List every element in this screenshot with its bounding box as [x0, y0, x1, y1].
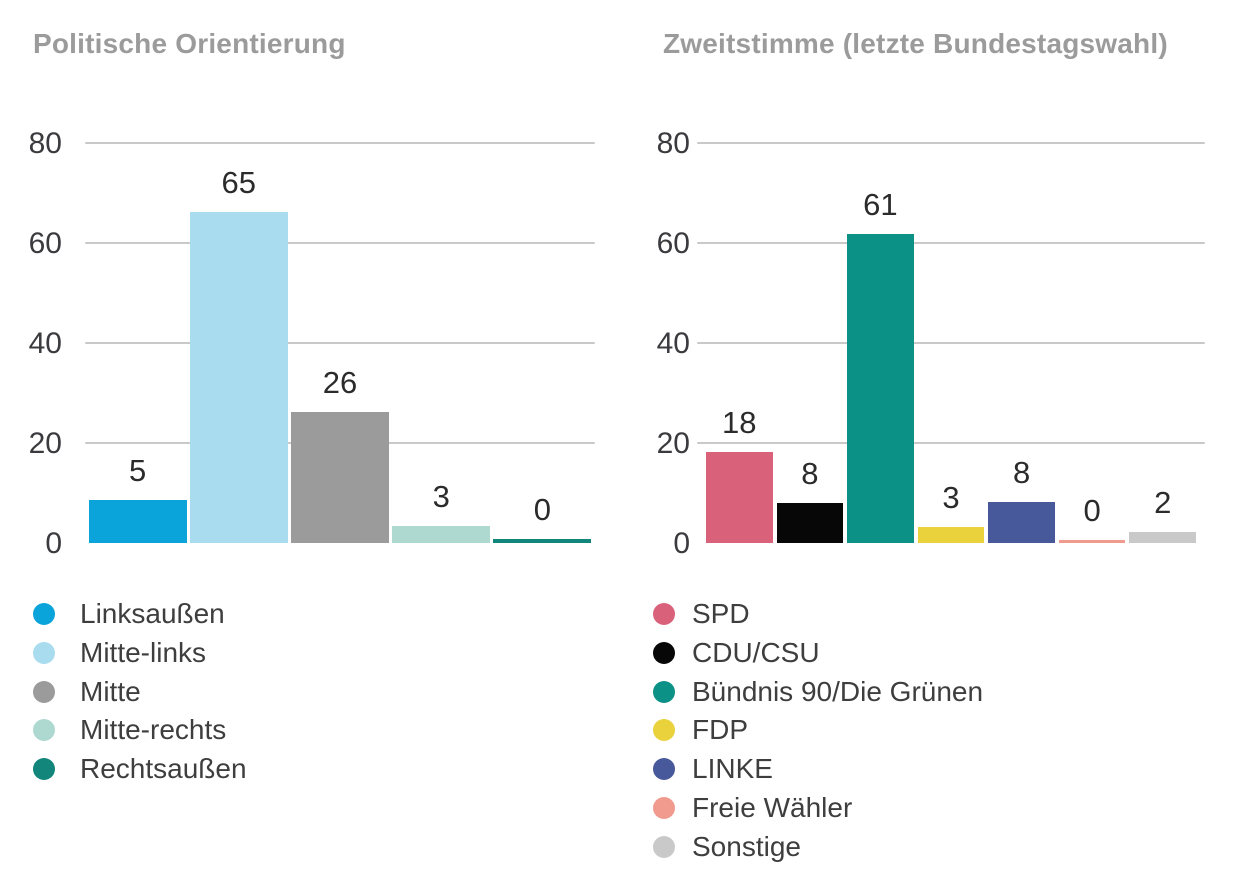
- bar-linke: [988, 501, 1055, 543]
- bar-value-label: 3: [432, 479, 450, 514]
- legend-dot-icon: [33, 758, 55, 781]
- gridline: [85, 142, 595, 144]
- legend-item-label: Bündnis 90/Die Grünen: [692, 675, 984, 707]
- bar-value-label: 0: [1083, 492, 1101, 528]
- legend-dot-icon: [653, 641, 675, 664]
- legend-dot-icon: [653, 758, 675, 781]
- bar-cdu-csu: [776, 502, 844, 543]
- y-axis-tick-label: 40: [28, 327, 62, 360]
- y-axis-tick-label: 40: [656, 327, 690, 360]
- gridline: [697, 442, 1205, 444]
- legend-item-label: Mitte-rechts: [80, 714, 227, 746]
- page-title: Politische Orientierung: [33, 28, 346, 59]
- bar-mitte: [290, 412, 390, 543]
- gridline: [85, 242, 595, 244]
- legend-item-label: Linksaußen: [80, 598, 225, 629]
- bar-value-label: 26: [322, 365, 358, 400]
- legend-dot-icon: [653, 680, 675, 703]
- legend-dot-icon: [653, 603, 675, 625]
- gridline: [85, 342, 595, 344]
- y-axis-tick-label: 80: [28, 127, 62, 160]
- bar-mitte-links: [189, 212, 288, 543]
- bar-value-label: 8: [1012, 454, 1031, 490]
- bar-mitte-rechts: [392, 526, 491, 543]
- bar-linksaussen: [88, 499, 187, 543]
- legend-dot-icon: [653, 719, 675, 742]
- bar-freie-wahler: [1058, 539, 1126, 543]
- bar-sonstige: [1129, 531, 1196, 543]
- bar-value-label: 5: [128, 452, 147, 488]
- bar-rechtsaussen: [493, 539, 592, 543]
- bar-spd: [706, 451, 773, 543]
- bar-bundnis-90-die-grunen: [847, 233, 914, 543]
- bar-value-label: 0: [533, 492, 552, 527]
- legend-item-label: Freie Wähler: [692, 792, 853, 823]
- bar-fdp: [917, 526, 985, 543]
- legend-dot-icon: [33, 641, 55, 664]
- y-axis-tick-label: 20: [28, 427, 62, 460]
- page-title: Zweitstimme (letzte Bundestagswahl): [663, 28, 1168, 59]
- gridline: [697, 242, 1205, 244]
- legend-item-label: Rechtsaußen: [80, 753, 247, 785]
- legend-dot-icon: [33, 719, 55, 742]
- legend-dot-icon: [33, 680, 55, 703]
- legend-dot-icon: [653, 835, 675, 858]
- bar-value-label: 18: [722, 404, 757, 440]
- y-axis-tick-label: 0: [673, 527, 690, 560]
- legend-item-label: SPD: [692, 598, 750, 629]
- y-axis-tick-label: 60: [656, 227, 690, 260]
- legend-item-label: LINKE: [692, 753, 773, 785]
- gridline: [697, 142, 1205, 144]
- legend-item-label: Mitte-links: [80, 636, 207, 668]
- y-axis-tick-label: 0: [45, 527, 62, 560]
- legend-item-label: FDP: [692, 714, 748, 746]
- bar-value-label: 2: [1154, 484, 1172, 520]
- bar-value-label: 61: [863, 186, 898, 222]
- bar-value-label: 65: [221, 165, 257, 200]
- y-axis-tick-label: 60: [28, 227, 62, 260]
- bar-value-label: 8: [801, 455, 819, 491]
- legend-item-label: CDU/CSU: [692, 636, 820, 668]
- y-axis-tick-label: 20: [656, 427, 690, 460]
- legend-item-label: Mitte: [80, 675, 141, 707]
- legend-dot-icon: [33, 603, 55, 625]
- y-axis-tick-label: 80: [656, 127, 690, 160]
- bar-value-label: 3: [942, 479, 960, 515]
- gridline: [697, 342, 1205, 344]
- legend-item-label: Sonstige: [692, 830, 801, 862]
- legend-dot-icon: [653, 797, 675, 819]
